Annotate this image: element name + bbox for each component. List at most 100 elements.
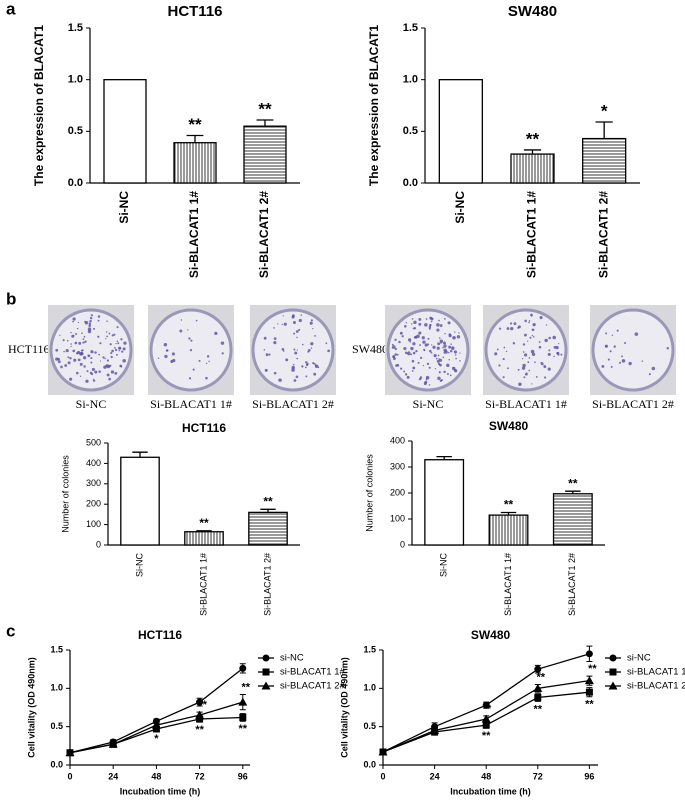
x-tick-label: Si-BLACAT1 1# [503,553,513,616]
colony [89,371,93,375]
colony [544,376,547,379]
colony [429,324,432,327]
colony [77,358,81,362]
colony [391,347,393,349]
colony [90,350,94,354]
colony [560,353,563,356]
marker [378,747,388,756]
colony [436,323,440,327]
marker [533,683,543,692]
colony [438,319,440,322]
colony [300,314,303,316]
colony [293,332,296,335]
colony [114,346,116,349]
x-tick-label: Si-NC [117,191,131,224]
colony [268,353,271,356]
colony [523,376,526,379]
colony [518,382,522,387]
colony [105,338,107,340]
colony [110,352,113,355]
colony [295,375,299,379]
colony [547,352,551,356]
legend-label: si-NC [627,653,651,664]
colony [548,349,551,352]
colony [75,352,79,355]
colony [195,319,198,322]
colony [535,376,538,378]
colony [444,350,448,354]
colony [164,354,168,359]
colony [408,350,410,353]
cell-line-label: SW480 [352,342,388,356]
colony [106,335,109,338]
significance: ** [585,699,594,711]
error-bar [132,451,148,458]
colony [104,357,106,360]
colony [436,359,440,363]
y-tick-label: 100 [390,513,405,523]
significance: ** [568,476,578,490]
colony [454,337,456,339]
colony [502,376,505,379]
significance: ** [195,724,204,736]
colony [205,362,208,365]
colony [79,362,83,366]
colony [90,357,93,360]
colony [304,366,307,369]
colony [327,349,330,353]
y-axis-label: The expression of BLACAT1 [367,25,381,186]
colony [69,356,72,360]
error-bar [186,134,204,143]
colony [403,370,406,373]
colony [391,343,394,346]
legend-label: si-BLACAT1 1# [627,667,685,678]
colony [263,348,266,351]
colony [165,349,169,352]
colony [179,329,183,333]
colony [448,359,450,361]
colony [65,349,69,353]
colony [442,346,444,349]
colony [544,338,548,343]
colony [506,367,509,370]
colony [79,375,82,377]
colony [496,348,499,351]
colony [73,358,77,362]
colony [439,339,444,343]
colony [454,331,456,333]
y-tick-label: 0.0 [403,177,418,189]
colony [118,349,121,352]
marker [196,698,204,706]
colony [82,341,85,344]
colony [89,316,93,320]
marker [151,720,161,729]
colony [456,335,461,339]
colony [628,361,632,366]
colony [494,352,498,356]
significance: ** [263,494,273,508]
colony [413,320,417,325]
colony [453,350,457,354]
colony [82,338,85,340]
colony [415,349,418,353]
colony [94,351,97,354]
error-bar [260,508,276,513]
colony [63,350,65,353]
colony [113,333,116,336]
colony [503,346,506,349]
chart-title: HCT116 [138,628,182,642]
colony [84,321,89,325]
y-axis-label: Cell vitality (OD 490nm) [339,657,349,758]
colony [198,359,201,362]
colony [524,319,527,323]
chart-title: SW480 [489,419,529,433]
y-tick-label: 0.5 [363,721,376,731]
colony [422,365,425,367]
significance: ** [188,115,202,134]
colony [273,371,277,375]
marker [585,688,593,696]
colony [67,361,71,365]
colony [417,361,420,364]
colony [98,353,100,356]
colony [418,331,422,335]
